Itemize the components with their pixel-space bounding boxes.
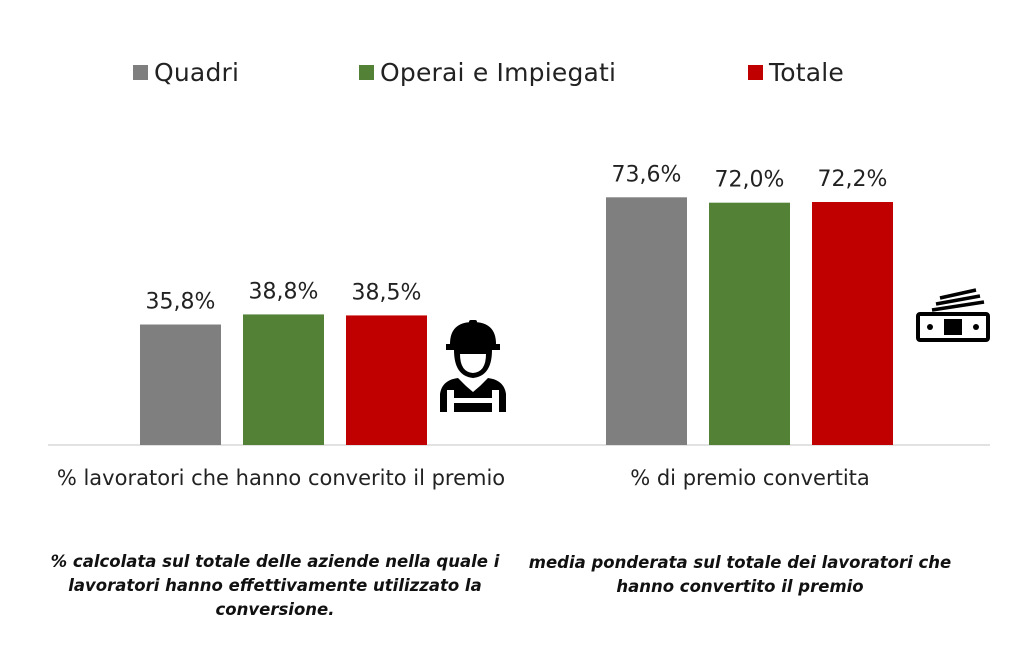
legend-label-operai: Operai e Impiegati: [380, 58, 617, 87]
legend-swatch-totale: [748, 65, 763, 80]
value-label-2-1: 72,2%: [818, 167, 888, 192]
legend-label-totale: Totale: [769, 58, 844, 87]
legend-item-operai: Operai e Impiegati: [359, 58, 616, 87]
value-label-2-0: 38,5%: [352, 280, 422, 305]
legend-swatch-operai: [359, 65, 374, 80]
value-label-0-1: 73,6%: [612, 162, 682, 187]
legend-item-quadri: Quadri: [133, 58, 239, 87]
note-workers: % calcolata sul totale delle aziende nel…: [50, 552, 500, 619]
value-label-1-1: 72,0%: [715, 168, 785, 193]
bar-0-1: [606, 197, 687, 445]
legend-swatch-quadri: [133, 65, 148, 80]
value-label-1-0: 38,8%: [249, 279, 319, 304]
banknote-icon: [916, 288, 990, 342]
worker-helmet-icon: [440, 320, 506, 412]
bar-2-0: [346, 315, 427, 445]
category-label-workers: % lavoratori che hanno converito il prem…: [56, 466, 506, 490]
bar-2-1: [812, 202, 893, 445]
bar-1-1: [709, 202, 790, 445]
bar-0-0: [140, 324, 221, 445]
value-label-0-0: 35,8%: [146, 290, 216, 315]
legend-label-quadri: Quadri: [154, 58, 240, 87]
category-label-premium: % di premio convertita: [630, 466, 870, 490]
bar-1-0: [243, 314, 324, 445]
note-premium: media ponderata sul totale dei lavorator…: [528, 553, 952, 596]
legend-item-totale: Totale: [748, 58, 844, 87]
